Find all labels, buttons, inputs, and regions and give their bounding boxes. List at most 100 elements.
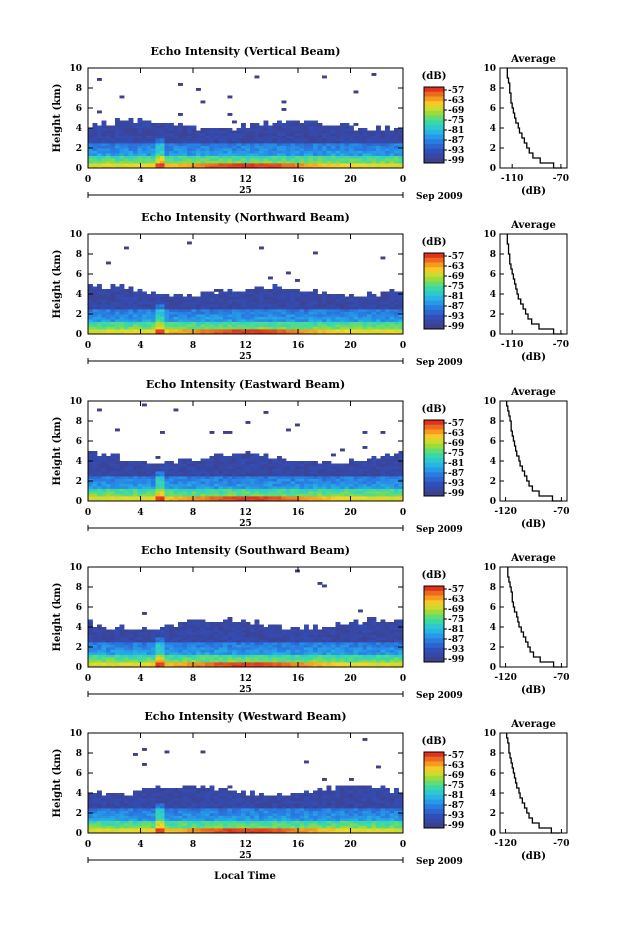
heatmap-cell [376, 299, 381, 302]
heatmap-cell [327, 327, 332, 330]
heatmap-cell [345, 143, 350, 146]
heatmap-cell [120, 163, 125, 166]
heatmap-cell [246, 307, 251, 310]
heatmap-cell [250, 319, 255, 322]
heatmap-cell [282, 294, 287, 297]
heatmap-cell [97, 128, 102, 131]
heatmap-cell [232, 491, 237, 494]
heatmap-cell [268, 319, 273, 322]
heatmap-cell [327, 128, 332, 131]
heatmap-cell [160, 307, 165, 310]
heatmap-cell [345, 471, 350, 474]
heatmap-cell [178, 317, 183, 320]
heatmap-cell [291, 662, 296, 665]
heatmap-cell [178, 494, 183, 497]
heatmap-cell [250, 489, 255, 492]
heatmap-cell [183, 469, 188, 472]
heatmap-cell [318, 136, 323, 139]
heatmap-cell [93, 128, 98, 131]
heatmap-cell [367, 486, 372, 489]
heatmap-cell [349, 466, 354, 469]
heatmap-cell [372, 489, 377, 492]
heatmap-cell [187, 652, 192, 655]
heatmap-cell [241, 632, 246, 635]
heatmap-cell [322, 635, 327, 638]
heatmap-cell [174, 161, 179, 164]
heatmap-cell [97, 494, 102, 497]
heatmap-cell [178, 123, 183, 126]
heatmap-cell [183, 486, 188, 489]
colorbar-swatch [424, 468, 444, 473]
heatmap-cell [223, 471, 228, 474]
heatmap-cell [349, 489, 354, 492]
heatmap-cell [367, 491, 372, 494]
heatmap-cell [160, 131, 165, 134]
heatmap-cell [210, 324, 215, 327]
heatmap-cell [88, 655, 93, 658]
heatmap-cell [142, 642, 147, 645]
heatmap-cell [88, 642, 93, 645]
heatmap-cell [277, 292, 282, 295]
heatmap-cell [133, 294, 138, 297]
heatmap-cell [250, 128, 255, 131]
heatmap-cell [201, 297, 206, 300]
heatmap-cell [97, 632, 102, 635]
heatmap-cell [313, 484, 318, 487]
heatmap-cell [219, 637, 224, 640]
heatmap-cell [313, 138, 318, 141]
heatmap-cell [318, 660, 323, 663]
heatmap-cell [201, 474, 206, 477]
heatmap-cell [102, 322, 107, 325]
colorbar-tick-label: -99 [448, 489, 464, 499]
heatmap-cell [291, 494, 296, 497]
heatmap-cell [178, 479, 183, 482]
heatmap-cell [115, 322, 120, 325]
heatmap-cell [115, 148, 120, 151]
heatmap-cell [282, 464, 287, 467]
heatmap-cell [228, 151, 233, 154]
heatmap-cell [264, 489, 269, 492]
heatmap-cell [381, 431, 386, 434]
heatmap-cell [268, 647, 273, 650]
heatmap-cell [106, 133, 111, 136]
heatmap-cell [201, 640, 206, 643]
heatmap-cell [223, 655, 228, 658]
heatmap-cell [246, 299, 251, 302]
heatmap-cell [106, 158, 111, 161]
heatmap-cell [358, 650, 363, 653]
heatmap-cell [97, 486, 102, 489]
heatmap-cell [156, 479, 161, 482]
heatmap-cell [241, 161, 246, 164]
heatmap-cell [129, 128, 134, 131]
heatmap-cell [147, 319, 152, 322]
heatmap-cell [345, 161, 350, 164]
heatmap-cell [93, 489, 98, 492]
heatmap-cell [196, 158, 201, 161]
heatmap-cell [187, 484, 192, 487]
heatmap-cell [115, 474, 120, 477]
heatmap-cell [178, 469, 183, 472]
heatmap-cell [133, 126, 138, 129]
heatmap-cell [273, 153, 278, 156]
heatmap-cell [390, 484, 395, 487]
heatmap-cell [255, 630, 260, 633]
heatmap-cell [376, 151, 381, 154]
heatmap-cell [277, 319, 282, 322]
heatmap-cell [394, 324, 399, 327]
heatmap-cell [331, 299, 336, 302]
heatmap-cell [394, 456, 399, 459]
heatmap-cell [246, 481, 251, 484]
heatmap-cell [160, 312, 165, 315]
heatmap-cell [129, 652, 134, 655]
heatmap-cell [97, 78, 102, 81]
heatmap-cell [219, 163, 224, 166]
heatmap-cell [187, 479, 192, 482]
heatmap-cell [381, 486, 386, 489]
heatmap-cell [246, 642, 251, 645]
heatmap-cell [255, 454, 260, 457]
heatmap-cell [210, 637, 215, 640]
heatmap-cell [124, 476, 129, 479]
heatmap-cell [282, 635, 287, 638]
heatmap-cell [327, 640, 332, 643]
heatmap-cell [241, 317, 246, 320]
